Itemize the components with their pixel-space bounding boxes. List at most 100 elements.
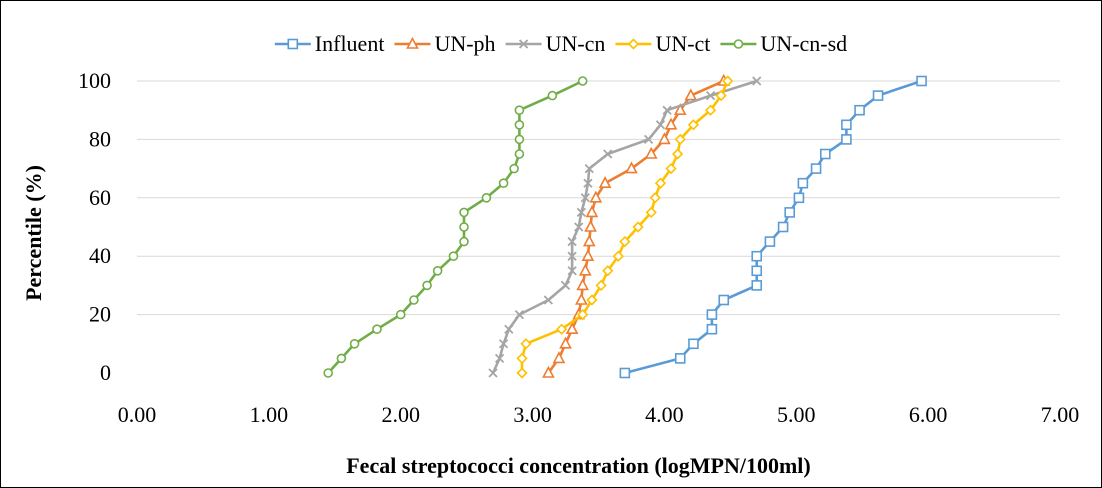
y-axis-title: Percentile (%) xyxy=(21,165,46,301)
data-point xyxy=(565,321,579,335)
data-point xyxy=(336,353,347,364)
data-point xyxy=(509,163,519,174)
y-tick-label: 20 xyxy=(89,302,111,327)
data-point xyxy=(577,308,589,321)
data-point xyxy=(567,251,577,261)
data-point xyxy=(575,292,588,305)
y-tick-label: 0 xyxy=(100,360,111,385)
data-point xyxy=(504,324,514,334)
data-point xyxy=(705,90,716,101)
data-point xyxy=(595,279,607,292)
data-point xyxy=(752,76,762,86)
legend-marker xyxy=(627,38,640,50)
data-point xyxy=(751,280,763,291)
series-un-ct xyxy=(516,75,734,379)
series-group xyxy=(323,73,927,379)
series-line xyxy=(327,79,584,374)
data-point xyxy=(649,192,661,204)
legend-item: UN-cn xyxy=(505,31,605,56)
data-point xyxy=(619,367,631,379)
data-point xyxy=(671,148,684,160)
data-point xyxy=(603,149,613,159)
data-point xyxy=(481,193,492,203)
data-point xyxy=(514,149,525,159)
legend-label: UN-ct xyxy=(655,31,710,56)
data-point xyxy=(664,117,678,130)
data-point xyxy=(632,221,644,233)
data-point xyxy=(576,207,586,218)
data-point xyxy=(459,236,469,247)
x-tick-label: 3.00 xyxy=(513,402,552,427)
data-point xyxy=(764,236,776,247)
data-point xyxy=(704,104,717,116)
data-point xyxy=(422,280,432,291)
x-tick-label: 6.00 xyxy=(909,402,948,427)
legend-label: UN-ph xyxy=(434,31,495,56)
data-point xyxy=(706,323,718,335)
x-tick-label: 0.00 xyxy=(118,402,157,427)
axes: 0 20 40 60 80 100 0.00 1.00 2.00 3.00 4.00 5.00 6.00… xyxy=(78,68,1079,427)
data-point xyxy=(872,90,884,101)
data-point xyxy=(516,367,528,379)
data-point xyxy=(589,190,603,203)
data-point xyxy=(916,75,927,87)
data-point xyxy=(784,207,795,218)
series-un-cn xyxy=(488,76,762,378)
data-point xyxy=(687,119,700,131)
data-point xyxy=(841,119,852,131)
y-tick-label: 40 xyxy=(89,243,111,268)
x-axis-title: Fecal streptococci concentration (logMPN… xyxy=(346,453,811,478)
data-point xyxy=(584,219,597,232)
data-point xyxy=(674,353,686,364)
legend-item: UN-ct xyxy=(615,31,710,56)
data-point xyxy=(582,234,596,247)
data-point xyxy=(498,178,509,188)
data-point xyxy=(598,175,612,188)
data-point xyxy=(516,352,528,365)
data-point xyxy=(514,134,525,145)
data-point xyxy=(494,353,505,364)
data-point xyxy=(488,368,498,378)
legend-item: UN-ph xyxy=(394,31,496,56)
data-point xyxy=(560,280,571,291)
y-tick-label: 80 xyxy=(89,126,111,151)
legend-marker xyxy=(406,36,419,49)
data-point xyxy=(619,235,631,248)
legend: Influent UN-ph UN-cn UN-ct UN-cn-sd xyxy=(274,31,847,56)
data-point xyxy=(674,133,686,146)
data-point xyxy=(409,295,419,305)
data-point xyxy=(751,265,763,277)
x-tick-label: 7.00 xyxy=(1041,402,1080,427)
series-un-cn-sd xyxy=(323,76,588,378)
legend-label: Influent xyxy=(315,31,385,56)
data-point xyxy=(372,324,382,335)
data-point xyxy=(665,162,677,175)
x-tick-label: 1.00 xyxy=(250,402,289,427)
data-point xyxy=(583,178,593,188)
data-point xyxy=(612,250,624,262)
data-point xyxy=(585,205,599,218)
data-point xyxy=(576,278,590,291)
data-point xyxy=(810,163,822,174)
data-point xyxy=(751,250,763,262)
data-point xyxy=(547,90,558,101)
data-point xyxy=(459,222,469,232)
legend-marker xyxy=(287,38,299,50)
data-point xyxy=(323,368,333,378)
data-point xyxy=(662,105,672,115)
data-point xyxy=(578,263,592,276)
data-point xyxy=(655,120,666,130)
data-point xyxy=(797,177,809,189)
data-point xyxy=(688,338,699,350)
data-point xyxy=(602,265,614,277)
data-point xyxy=(580,193,590,203)
data-point xyxy=(567,266,577,276)
data-point xyxy=(514,309,525,320)
data-point xyxy=(577,76,588,86)
series-influent xyxy=(619,75,927,379)
data-point xyxy=(645,206,657,219)
data-point xyxy=(625,161,638,174)
data-point xyxy=(542,365,555,378)
